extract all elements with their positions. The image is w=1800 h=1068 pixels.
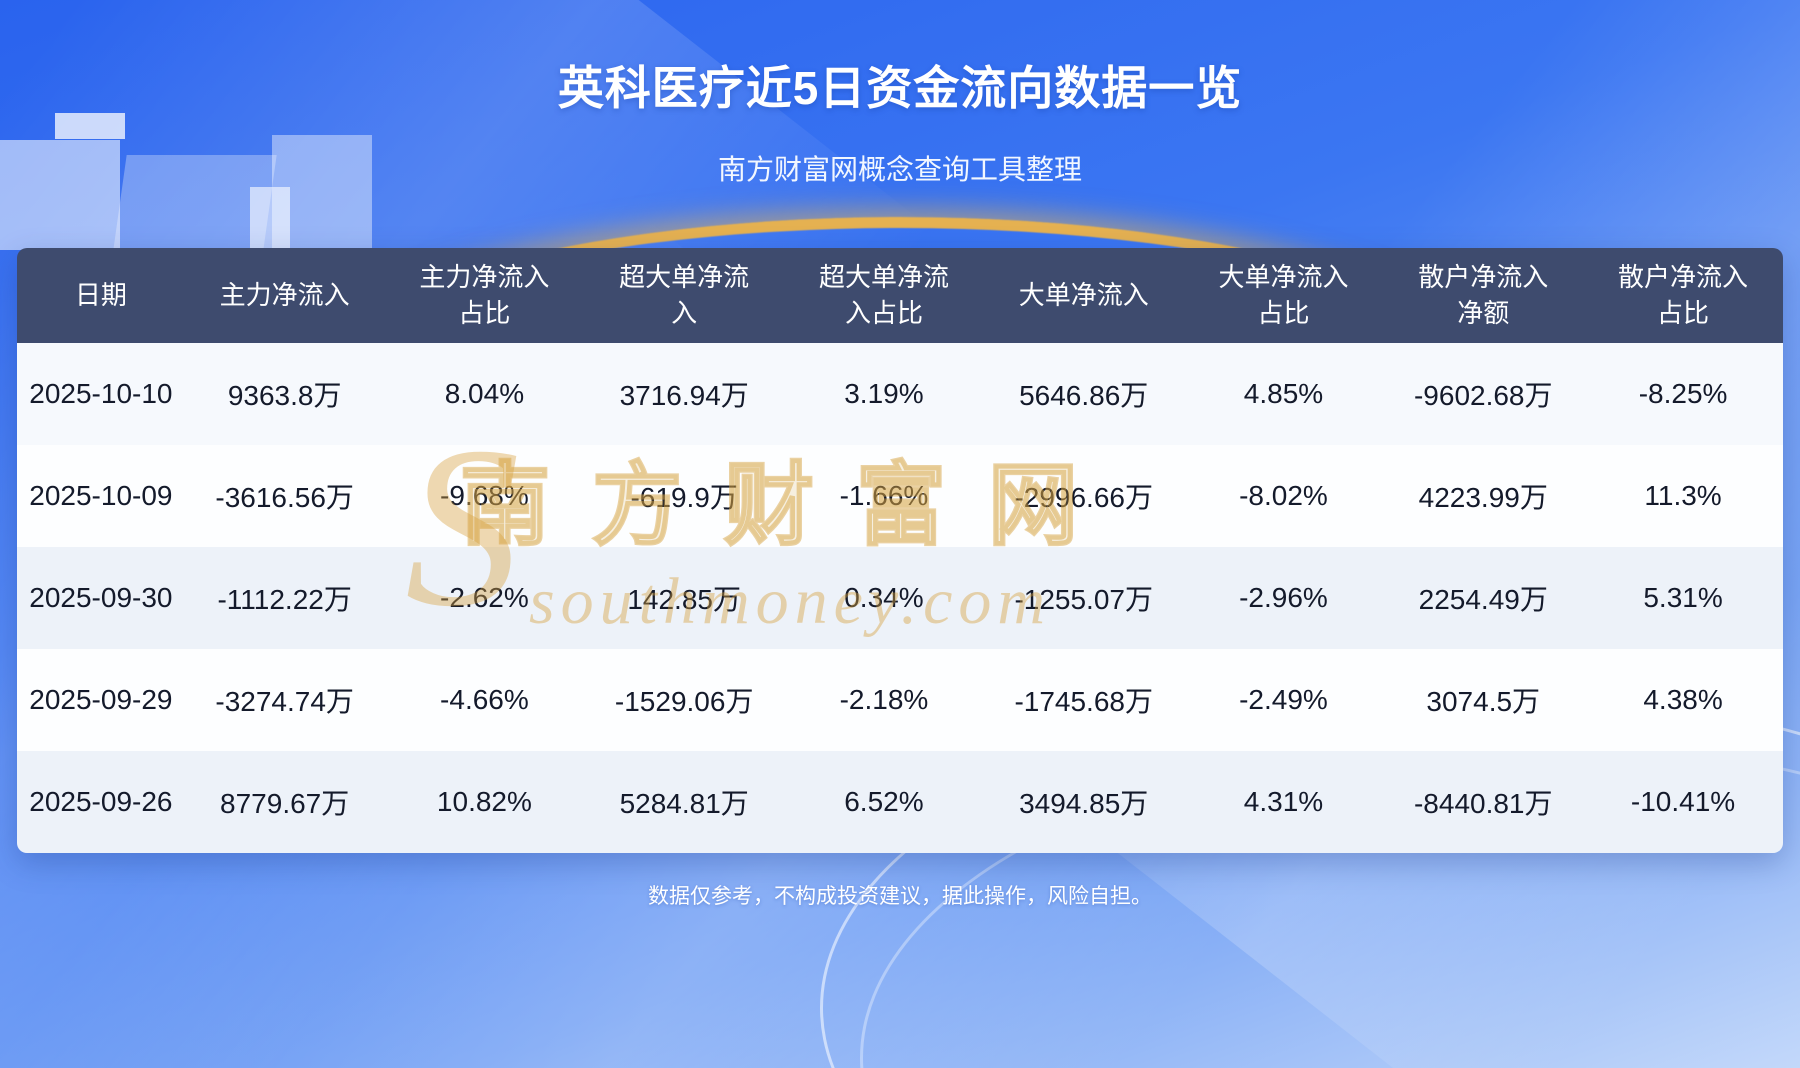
table-cell-date: 2025-10-10 — [29, 378, 173, 409]
column-header-retail-net-inflow: 散户净流入净额 — [1383, 248, 1584, 343]
table-cell: 5284.81万 — [619, 788, 749, 819]
table-cell: -9602.68万 — [1413, 380, 1553, 411]
table-cell: 4.85% — [1243, 378, 1324, 409]
fund-flow-table-container: 日期 主力净流入 主力净流入占比 超大单净流入 超大单净流入占比 大单净流入 大… — [17, 248, 1783, 853]
table-cell: -4.66% — [440, 684, 529, 715]
fund-flow-table: 日期 主力净流入 主力净流入占比 超大单净流入 超大单净流入占比 大单净流入 大… — [17, 248, 1783, 853]
page-subtitle: 南方财富网概念查询工具整理 — [717, 154, 1082, 185]
table-cell: -8.02% — [1239, 480, 1328, 511]
table-row: 2025-09-29 -3274.74万 -4.66% -1529.06万 -2… — [17, 649, 1783, 751]
table-cell: 11.3% — [1644, 480, 1722, 511]
column-header-retail-net-inflow-ratio: 散户净流入占比 — [1583, 248, 1783, 343]
table-cell: 8.04% — [444, 378, 525, 409]
table-cell-date: 2025-09-29 — [29, 684, 173, 715]
table-cell: -1255.07万 — [1014, 584, 1153, 615]
header-row: 日期 主力净流入 主力净流入占比 超大单净流入 超大单净流入占比 大单净流入 大… — [17, 248, 1783, 343]
table-cell: 5.31% — [1643, 582, 1723, 613]
table-cell: -8.25% — [1638, 378, 1728, 409]
table-cell: 9363.8万 — [227, 380, 342, 411]
header: 英科医疗近5日资金流向数据一览 南方财富网概念查询工具整理 — [0, 0, 1800, 188]
table-cell: 3.19% — [844, 378, 924, 409]
table-cell: 3494.85万 — [1019, 788, 1149, 819]
table-cell: -1.66% — [839, 480, 929, 511]
table-cell: 2254.49万 — [1418, 584, 1548, 615]
table-cell: -1745.68万 — [1014, 686, 1153, 717]
table-cell: -1529.06万 — [614, 686, 754, 717]
page-title: 英科医疗近5日资金流向数据一览 — [557, 62, 1243, 114]
table-cell-date: 2025-10-09 — [29, 480, 173, 511]
table-body: 2025-10-10 9363.8万 8.04% 3716.94万 3.19% … — [17, 343, 1783, 853]
table-row: 2025-10-10 9363.8万 8.04% 3716.94万 3.19% … — [17, 343, 1783, 445]
table-cell: -619.9万 — [630, 482, 738, 513]
table-cell: 3716.94万 — [619, 380, 749, 411]
table-header: 日期 主力净流入 主力净流入占比 超大单净流入 超大单净流入占比 大单净流入 大… — [17, 248, 1783, 343]
column-header-xl-order-net-inflow: 超大单净流入 — [584, 248, 785, 343]
disclaimer-text: 数据仅参考，不构成投资建议，据此操作，风险自担。 — [648, 885, 1152, 908]
table-cell: -2996.66万 — [1014, 482, 1153, 513]
table-cell: -2.49% — [1239, 684, 1328, 715]
table-cell: 8779.67万 — [220, 788, 350, 819]
building-block — [250, 187, 290, 250]
table-cell: -8440.81万 — [1413, 788, 1553, 819]
table-cell: -3616.56万 — [215, 482, 354, 513]
table-cell: -2.18% — [839, 684, 929, 715]
table-cell: -2.96% — [1239, 582, 1328, 613]
table-cell: 5646.86万 — [1019, 380, 1149, 411]
table-cell: 10.82% — [436, 786, 532, 817]
table-cell: -2.62% — [440, 582, 529, 613]
column-header-large-order-net-inflow-ratio: 大单净流入占比 — [1183, 248, 1384, 343]
table-cell: -1112.22万 — [217, 584, 352, 615]
table-row: 2025-09-30 -1112.22万 -2.62% 142.85万 0.34… — [17, 547, 1783, 649]
column-header-date: 日期 — [17, 248, 185, 343]
table-cell: 3074.5万 — [1426, 686, 1541, 717]
table-cell: 4.38% — [1643, 684, 1723, 715]
table-cell: 6.52% — [844, 786, 924, 817]
footer: 数据仅参考，不构成投资建议，据此操作，风险自担。 — [0, 880, 1800, 910]
table-cell: 142.85万 — [627, 584, 741, 615]
table-cell: -10.41% — [1630, 786, 1736, 817]
column-header-main-net-inflow-ratio: 主力净流入占比 — [384, 248, 585, 343]
table-cell: 4223.99万 — [1418, 482, 1548, 513]
table-cell-date: 2025-09-26 — [29, 786, 173, 817]
table-cell: 0.34% — [844, 582, 924, 613]
table-cell: 4.31% — [1243, 786, 1324, 817]
column-header-xl-order-net-inflow-ratio: 超大单净流入占比 — [784, 248, 984, 343]
table-row: 2025-10-09 -3616.56万 -9.68% -619.9万 -1.6… — [17, 445, 1783, 547]
table-cell: -3274.74万 — [215, 686, 354, 717]
column-header-large-order-net-inflow: 大单净流入 — [983, 248, 1184, 343]
table-cell: -9.68% — [440, 480, 529, 511]
table-row: 2025-09-26 8779.67万 10.82% 5284.81万 6.52… — [17, 751, 1783, 853]
column-header-main-net-inflow: 主力净流入 — [184, 248, 385, 343]
table-cell-date: 2025-09-30 — [29, 582, 173, 613]
